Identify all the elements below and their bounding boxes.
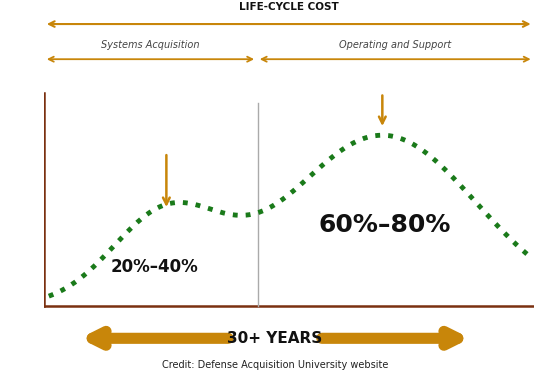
Text: Operating and Support: Operating and Support <box>339 40 452 50</box>
Text: Credit: Defense Acquisition University website: Credit: Defense Acquisition University w… <box>162 361 388 370</box>
Text: 20%–40%: 20%–40% <box>111 258 198 276</box>
Text: LIFE-CYCLE COST: LIFE-CYCLE COST <box>239 2 339 12</box>
Text: 60%–80%: 60%–80% <box>318 213 451 237</box>
Text: 30+ YEARS: 30+ YEARS <box>227 331 323 346</box>
Text: Systems Acquisition: Systems Acquisition <box>101 40 200 50</box>
